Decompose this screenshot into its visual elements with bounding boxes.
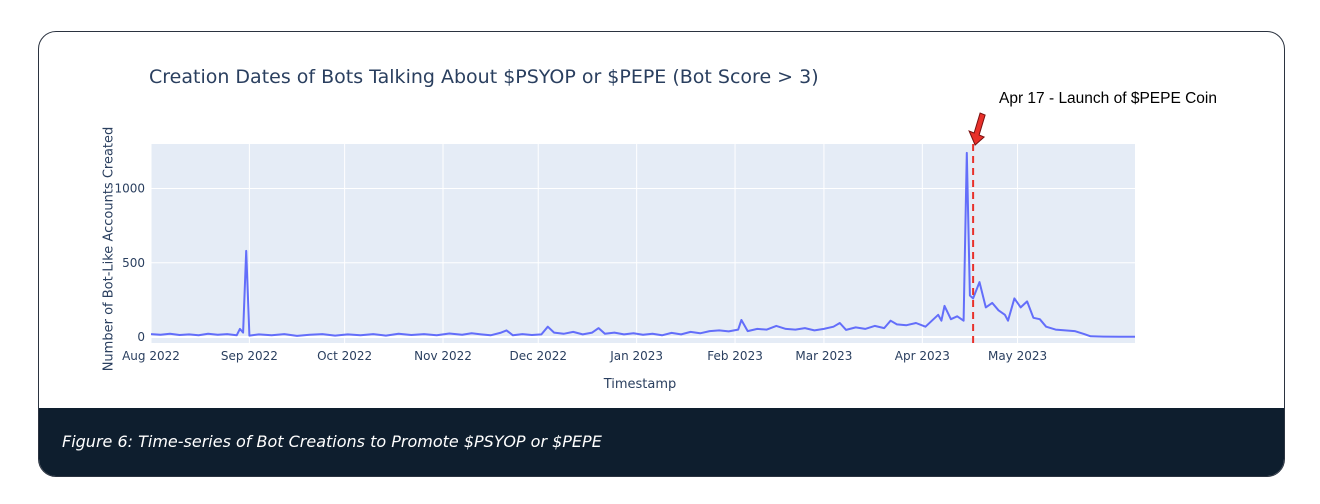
x-tick-label: Nov 2022 <box>414 349 472 363</box>
y-tick-label: 500 <box>122 256 145 270</box>
y-tick-label: 0 <box>137 330 145 344</box>
x-tick-label: Dec 2022 <box>509 349 567 363</box>
y-tick-labels: 0 500 1000 <box>114 182 145 345</box>
annotation-group <box>968 112 986 343</box>
x-tick-label: Sep 2022 <box>221 349 278 363</box>
x-axis-label: Timestamp <box>603 377 677 392</box>
x-tick-label: Mar 2023 <box>795 349 852 363</box>
caption-bar: Figure 6: Time-series of Bot Creations t… <box>39 408 1284 476</box>
chart-title: Creation Dates of Bots Talking About $PS… <box>149 66 819 88</box>
line-chart: Aug 2022 Sep 2022 Oct 2022 Nov 2022 Dec 2022… <box>114 112 1135 363</box>
x-tick-label: Jan 2023 <box>609 349 663 363</box>
figure-caption: Figure 6: Time-series of Bot Creations t… <box>62 432 602 451</box>
gridlines <box>150 144 1135 343</box>
x-tick-label: Feb 2023 <box>707 349 763 363</box>
annotation-text: Apr 17 - Launch of $PEPE Coin <box>999 90 1217 107</box>
x-tick-labels: Aug 2022 Sep 2022 Oct 2022 Nov 2022 Dec 2022… <box>122 349 1047 363</box>
x-tick-label: Aug 2022 <box>122 349 180 363</box>
x-tick-label: Apr 2023 <box>895 349 950 363</box>
figure-card: Creation Dates of Bots Talking About $PS… <box>38 31 1285 477</box>
x-tick-label: May 2023 <box>988 349 1047 363</box>
x-tick-label: Oct 2022 <box>317 349 372 363</box>
series-group <box>150 151 1135 338</box>
series-line <box>150 151 1135 338</box>
plot-area <box>151 144 1135 343</box>
annotation-arrow <box>968 112 986 146</box>
y-tick-label: 1000 <box>114 182 145 196</box>
